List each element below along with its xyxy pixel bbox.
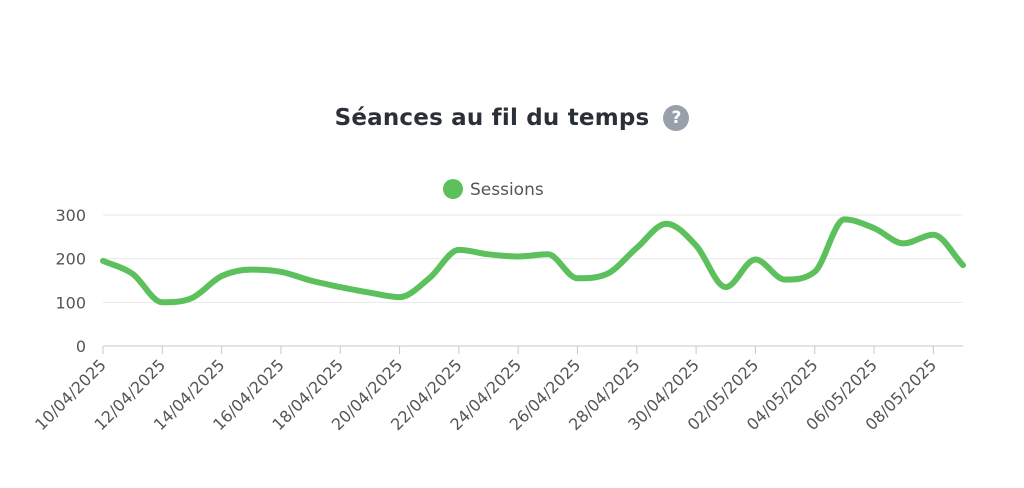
x-axis: 10/04/202512/04/202514/04/202516/04/2025… bbox=[31, 345, 963, 434]
y-tick-label: 200 bbox=[55, 250, 86, 269]
y-tick-label: 100 bbox=[55, 293, 86, 312]
series-layer bbox=[100, 216, 966, 306]
series-line-sessions[interactable] bbox=[100, 216, 966, 306]
chart-title: Séances au fil du temps bbox=[334, 105, 650, 131]
y-tick-label: 0 bbox=[76, 337, 86, 356]
legend-marker[interactable] bbox=[443, 179, 463, 199]
chart-header: Séances au fil du temps ? bbox=[0, 100, 1024, 136]
y-tick-label: 300 bbox=[55, 206, 86, 225]
question-circle-icon[interactable]: ? bbox=[663, 105, 690, 131]
legend-label[interactable]: Sessions bbox=[470, 180, 544, 200]
legend[interactable]: Sessions bbox=[443, 179, 544, 200]
y-axis: 0 100 200 300 bbox=[55, 206, 86, 356]
